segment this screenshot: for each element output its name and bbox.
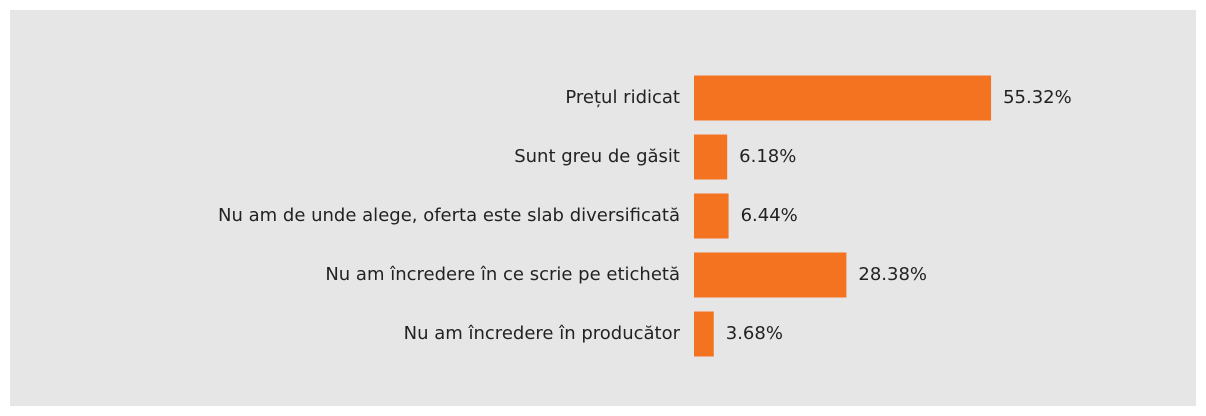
category-label: Sunt greu de găsit	[514, 146, 680, 167]
value-label: 55.32%	[1003, 87, 1072, 108]
bar	[694, 252, 847, 298]
value-label: 28.38%	[858, 264, 927, 285]
panel	[10, 10, 1196, 406]
category-label: Nu am încredere în producător	[404, 323, 681, 344]
category-label: Nu am de unde alege, oferta este slab di…	[218, 205, 680, 226]
bar	[694, 134, 728, 180]
bar	[694, 193, 729, 239]
category-label: Prețul ridicat	[565, 87, 680, 108]
category-label: Nu am încredere în ce scrie pe etichetă	[325, 264, 680, 285]
bar	[694, 75, 992, 121]
value-label: 6.44%	[741, 205, 798, 226]
bar	[694, 311, 714, 357]
value-label: 3.68%	[726, 323, 783, 344]
value-label: 6.18%	[739, 146, 796, 167]
